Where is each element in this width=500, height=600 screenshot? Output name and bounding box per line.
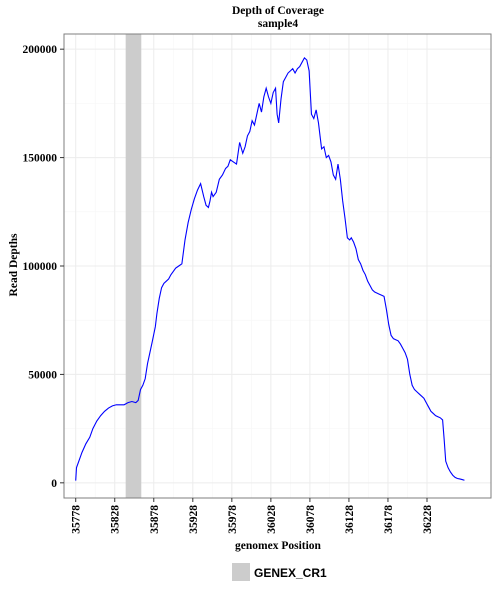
x-tick-label: 36178: [383, 505, 395, 534]
x-tick-label: 35928: [188, 505, 200, 534]
x-tick-label: 35878: [149, 505, 161, 534]
y-tick-label: 0: [51, 478, 57, 490]
x-tick-label: 35978: [227, 505, 239, 534]
legend: GENEX_CR1: [232, 563, 327, 581]
series-line-read-depth: [75, 56, 465, 481]
y-tick-label: 150000: [23, 153, 58, 165]
chart-subtitle: sample4: [258, 18, 299, 30]
axes: 0 50000 100000 150000 200000 35778 35828 35878 3…: [23, 44, 434, 534]
x-axis-label: genomex Position: [235, 540, 322, 552]
y-tick-label: 50000: [28, 369, 57, 381]
legend-label-genex-cr1: GENEX_CR1: [254, 566, 327, 580]
y-tick-label: 200000: [23, 44, 58, 56]
y-axis-label: Read Depths: [8, 233, 20, 296]
chart-title: Depth of Coverage: [232, 5, 324, 17]
legend-key-genex-cr1: [232, 563, 250, 581]
x-tick-label: 36078: [305, 505, 317, 534]
y-tick-label: 100000: [23, 261, 58, 273]
x-tick-label: 36028: [266, 505, 278, 534]
x-tick-label: 35828: [110, 505, 122, 534]
x-tick-label: 36128: [344, 505, 356, 534]
region-band-genex-cr1: [125, 34, 142, 498]
x-tick-label: 36228: [422, 505, 434, 534]
x-tick-label: 35778: [71, 505, 83, 534]
